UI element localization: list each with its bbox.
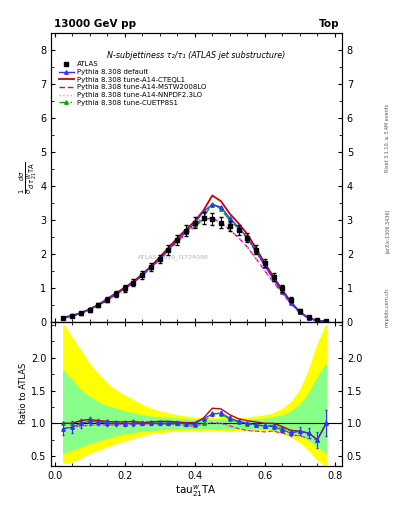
- Text: 13000 GeV pp: 13000 GeV pp: [54, 19, 136, 29]
- Text: [arXiv:1306.3436]: [arXiv:1306.3436]: [385, 208, 390, 252]
- Text: N-subjettiness τ₂/τ₁ (ATLAS jet substructure): N-subjettiness τ₂/τ₁ (ATLAS jet substruc…: [107, 51, 286, 59]
- Legend: ATLAS, Pythia 8.308 default, Pythia 8.308 tune-A14-CTEQL1, Pythia 8.308 tune-A14: ATLAS, Pythia 8.308 default, Pythia 8.30…: [57, 60, 208, 108]
- Text: Top: Top: [318, 19, 339, 29]
- Y-axis label: Ratio to ATLAS: Ratio to ATLAS: [19, 363, 28, 424]
- X-axis label: $\mathrm{tau}^{w}_{21}\mathrm{TA}$: $\mathrm{tau}^{w}_{21}\mathrm{TA}$: [176, 483, 217, 499]
- Y-axis label: $\frac{1}{\sigma}\frac{d\sigma}{d\,\tau^{W}_{21}\mathrm{TA}}$: $\frac{1}{\sigma}\frac{d\sigma}{d\,\tau^…: [17, 161, 39, 194]
- Text: Rivet 3.1.10, ≥ 3.4M events: Rivet 3.1.10, ≥ 3.4M events: [385, 104, 390, 173]
- Text: ATLAS_2019_I1724098: ATLAS_2019_I1724098: [138, 254, 209, 260]
- Text: mcplots.cern.ch: mcplots.cern.ch: [385, 288, 390, 327]
